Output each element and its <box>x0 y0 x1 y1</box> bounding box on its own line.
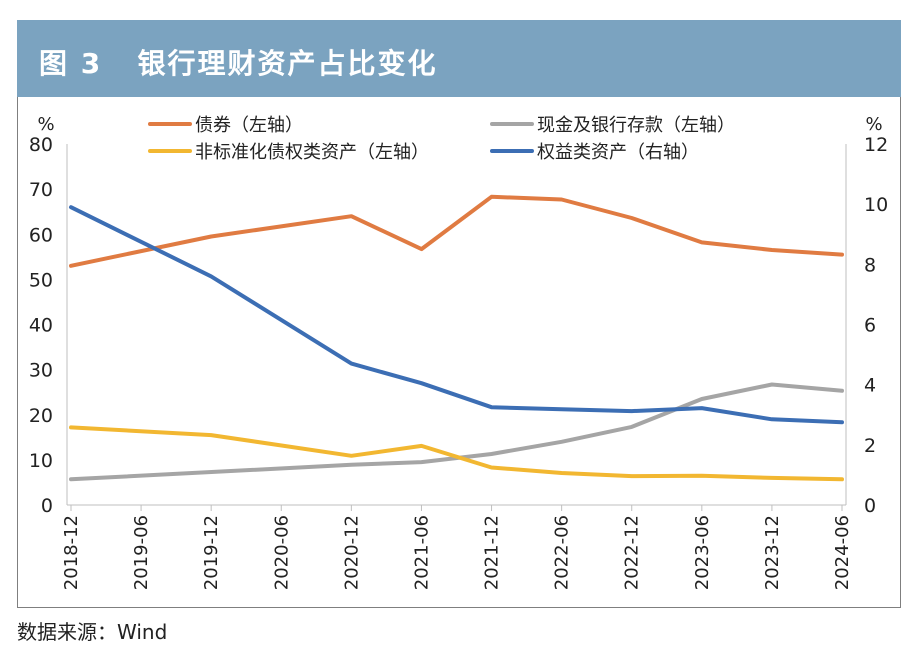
x-tick-label: 2018-12 <box>61 515 82 590</box>
y-right-tick-label: 10 <box>864 194 888 216</box>
y-left-tick-label: 0 <box>41 495 53 517</box>
x-tick-label: 2021-06 <box>411 515 432 590</box>
y-left-tick-label: 80 <box>29 134 53 156</box>
y-left-tick-label: 40 <box>29 315 53 337</box>
y-right-tick-label: 4 <box>864 375 876 397</box>
x-tick-label: 2021-12 <box>482 515 503 590</box>
legend-label-2: 非标准化债权类资产（左轴） <box>195 142 429 163</box>
y-right-unit: % <box>865 114 882 135</box>
data-source: 数据来源：Wind <box>17 620 168 644</box>
x-tick-label: 2019-12 <box>201 515 222 590</box>
y-right-tick-label: 12 <box>864 134 888 156</box>
y-right-tick-label: 8 <box>864 254 876 276</box>
x-tick-label: 2022-12 <box>622 515 643 590</box>
chart-title: 图 3 银行理财资产占比变化 <box>39 42 438 82</box>
x-tick-label: 2023-06 <box>692 515 713 590</box>
legend-label-3: 权益类资产（右轴） <box>537 142 699 163</box>
figure-number: 图 3 <box>39 47 103 80</box>
y-right-tick-label: 0 <box>864 495 876 517</box>
y-right-tick-label: 2 <box>864 435 876 457</box>
series-line-3 <box>69 205 844 425</box>
x-tick-label: 2022-06 <box>552 515 573 590</box>
y-left-unit: % <box>37 114 54 135</box>
series-line-1 <box>69 382 844 482</box>
chart-frame <box>17 97 901 608</box>
legend-label-0: 债券（左轴） <box>195 115 303 136</box>
x-tick-label: 2020-06 <box>271 515 292 590</box>
y-left-tick-label: 20 <box>29 405 53 427</box>
x-tick-label: 2024-06 <box>832 515 853 590</box>
y-left-tick-label: 70 <box>29 179 53 201</box>
series-line-0 <box>69 194 844 268</box>
y-left-tick-label: 10 <box>29 450 53 472</box>
chart-header: 图 3 银行理财资产占比变化 <box>17 20 901 97</box>
y-left-tick-label: 60 <box>29 224 53 246</box>
x-tick-label: 2023-12 <box>762 515 783 590</box>
figure-title: 银行理财资产占比变化 <box>137 47 438 80</box>
y-right-tick-label: 6 <box>864 315 876 337</box>
legend-label-1: 现金及银行存款（左轴） <box>537 115 735 136</box>
y-left-tick-label: 50 <box>29 269 53 291</box>
y-left-tick-label: 30 <box>29 360 53 382</box>
x-tick-label: 2019-06 <box>131 515 152 590</box>
series-line-2 <box>69 425 844 482</box>
x-tick-label: 2020-12 <box>341 515 362 590</box>
